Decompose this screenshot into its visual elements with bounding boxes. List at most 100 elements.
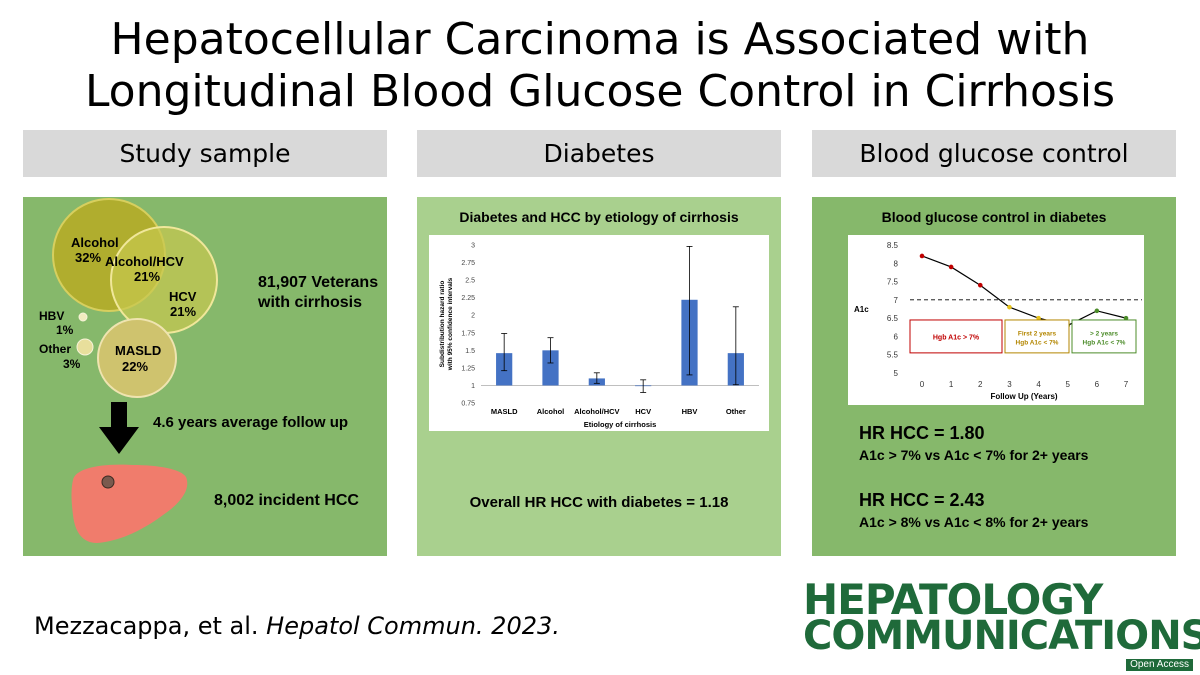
pct-other: 3%	[63, 357, 81, 371]
y-tick-label: 0.75	[461, 401, 475, 408]
diabetes-bar-chart: 0.75 1 1.25 1.5 1.75 2 2.25 2.5 2.75 3 MASLD Alcoho…	[439, 243, 759, 429]
diabetes-chart-area: 0.75 1 1.25 1.5 1.75 2 2.25 2.5 2.75 3 MASLD Alcoho…	[429, 235, 769, 431]
venn-diagram: Alcohol 32% Alcohol/HCV 21% HCV 21% HBV …	[39, 198, 218, 543]
diabetes-panel: Diabetes and HCC by etiology of cirrhosi…	[417, 197, 781, 556]
y-tick-label: 2.75	[461, 260, 475, 267]
y-tick-label: 2.5	[465, 278, 475, 285]
pct-masld: 22%	[122, 359, 148, 374]
citation-authors: Mezzacappa, et al.	[34, 612, 267, 640]
x-tick-label: 5	[1065, 380, 1070, 389]
followup-text: 4.6 years average follow up	[153, 414, 349, 431]
pct-hcv: 21%	[170, 304, 196, 319]
pct-alcohol-hcv: 21%	[134, 269, 160, 284]
data-point	[1007, 304, 1012, 310]
label-masld: MASLD	[115, 343, 161, 358]
glucose-chart-area: 5 5.5 6 6.5 7 7.5 8 8.5 0 1 2 3 4 5 6 7 Follow Up (Years…	[848, 235, 1144, 405]
x-tick-label: Alcohol	[537, 407, 565, 416]
x-tick-label: 4	[1036, 380, 1041, 389]
x-tick-label: HBV	[682, 407, 698, 416]
journal-logo: HEPATOLOGY COMMUNICATIONS Open Access	[803, 575, 1200, 671]
annotation-text: Hgb A1c < 7%	[1016, 339, 1059, 346]
y-axis-label: A1c	[854, 305, 869, 314]
pct-alcohol: 32%	[75, 250, 101, 265]
hr2-sub-text: A1c > 8% vs A1c < 8% for 2+ years	[859, 514, 1089, 530]
title-line-2: Longitudinal Blood Glucose Control in Ci…	[84, 66, 1116, 117]
citation-journal: Hepatol Commun. 2023.	[266, 612, 560, 640]
x-tick-label: Other	[726, 407, 746, 416]
y-tick-label: 3	[471, 243, 475, 250]
x-tick-label: 3	[1007, 380, 1012, 389]
y-tick-label: 8	[894, 259, 899, 268]
x-tick-label: 6	[1095, 380, 1100, 389]
x-tick-label: 7	[1124, 380, 1129, 389]
x-axis-label: Etiology of cirrhosis	[584, 420, 657, 429]
label-hcv: HCV	[169, 289, 197, 304]
x-tick-label: MASLD	[491, 407, 518, 416]
data-point	[1123, 315, 1129, 321]
glucose-line-chart: 5 5.5 6 6.5 7 7.5 8 8.5 0 1 2 3 4 5 6 7 Follow Up (Years…	[854, 241, 1142, 401]
y-tick-label: 2	[471, 313, 475, 320]
y-tick-label: 6	[894, 332, 899, 341]
annotation-text: > 2 years	[1090, 330, 1118, 337]
data-point	[948, 264, 954, 270]
y-tick-label: 7.5	[887, 278, 899, 287]
header-blood-glucose: Blood glucose control	[812, 130, 1176, 177]
annotation-box	[1071, 319, 1137, 354]
x-axis-label: Follow Up (Years)	[990, 392, 1057, 401]
series-line	[921, 255, 1127, 327]
y-tick-label: 1	[471, 383, 475, 390]
veterans-text-1: 81,907 Veterans	[258, 274, 379, 291]
x-tick-label: 1	[949, 380, 954, 389]
label-alcohol: Alcohol	[71, 235, 119, 250]
data-point	[1094, 308, 1100, 314]
y-tick-label: 7	[894, 296, 899, 305]
diabetes-chart-title: Diabetes and HCC by etiology of cirrhosi…	[459, 209, 739, 225]
y-tick-label: 1.75	[461, 330, 475, 337]
bar	[542, 350, 559, 386]
label-hbv: HBV	[39, 309, 64, 323]
logo-line-1: HEPATOLOGY	[803, 575, 1103, 624]
x-tick-label: 0	[920, 380, 925, 389]
open-access-badge: Open Access	[1126, 659, 1193, 671]
y-tick-label: 5	[894, 369, 899, 378]
y-tick-label: 5.5	[887, 351, 899, 360]
liver-icon	[71, 464, 188, 543]
annotation-box	[1004, 319, 1070, 354]
header-study-sample: Study sample	[23, 130, 387, 177]
label-alcohol-hcv: Alcohol/HCV	[105, 254, 184, 269]
page-title: Hepatocellular Carcinoma is Associated w…	[0, 14, 1200, 118]
title-line-1: Hepatocellular Carcinoma is Associated w…	[110, 14, 1090, 65]
data-point	[1036, 315, 1041, 321]
annotation-text: Hgb A1c > 7%	[933, 334, 980, 341]
pct-hbv: 1%	[56, 323, 74, 337]
overall-hr-text: Overall HR HCC with diabetes = 1.18	[469, 494, 729, 511]
y-tick-label: 2.25	[461, 295, 475, 302]
circle-masld	[97, 318, 177, 398]
circle-hcv	[110, 226, 218, 334]
header-diabetes: Diabetes	[417, 130, 781, 177]
logo-line-2: COMMUNICATIONS	[803, 613, 1200, 659]
hr1-text: HR HCC = 1.80	[859, 423, 985, 443]
data-point	[919, 253, 925, 259]
veterans-text-2: with cirrhosis	[258, 294, 363, 311]
annotation-text: First 2 years	[1018, 330, 1057, 337]
data-point	[977, 282, 983, 288]
y-tick-label: 6.5	[887, 314, 899, 323]
x-tick-label: 2	[978, 380, 983, 389]
x-tick-label: HCV	[635, 407, 651, 416]
citation: Mezzacappa, et al. Hepatol Commun. 2023.	[34, 612, 560, 640]
hr2-text: HR HCC = 2.43	[859, 490, 985, 510]
tumor-icon	[101, 475, 115, 489]
y-tick-label: 1.5	[465, 348, 475, 355]
annotation-box	[909, 319, 1003, 354]
y-axis-label: Subdistribution hazard ratiowith 95% con…	[439, 277, 454, 371]
y-tick-label: 8.5	[887, 241, 899, 250]
incident-text: 8,002 incident HCC	[214, 492, 359, 509]
glucose-panel: Blood glucose control in diabetes 5 5.5 6 6…	[812, 197, 1176, 556]
study-sample-panel: Alcohol 32% Alcohol/HCV 21% HCV 21% HBV …	[23, 197, 387, 556]
label-other: Other	[39, 342, 71, 356]
circle-hbv	[78, 312, 88, 322]
x-tick-label: Alcohol/HCV	[574, 407, 619, 416]
hr1-sub-text: A1c > 7% vs A1c < 7% for 2+ years	[859, 447, 1089, 463]
glucose-chart-title: Blood glucose control in diabetes	[881, 209, 1107, 225]
